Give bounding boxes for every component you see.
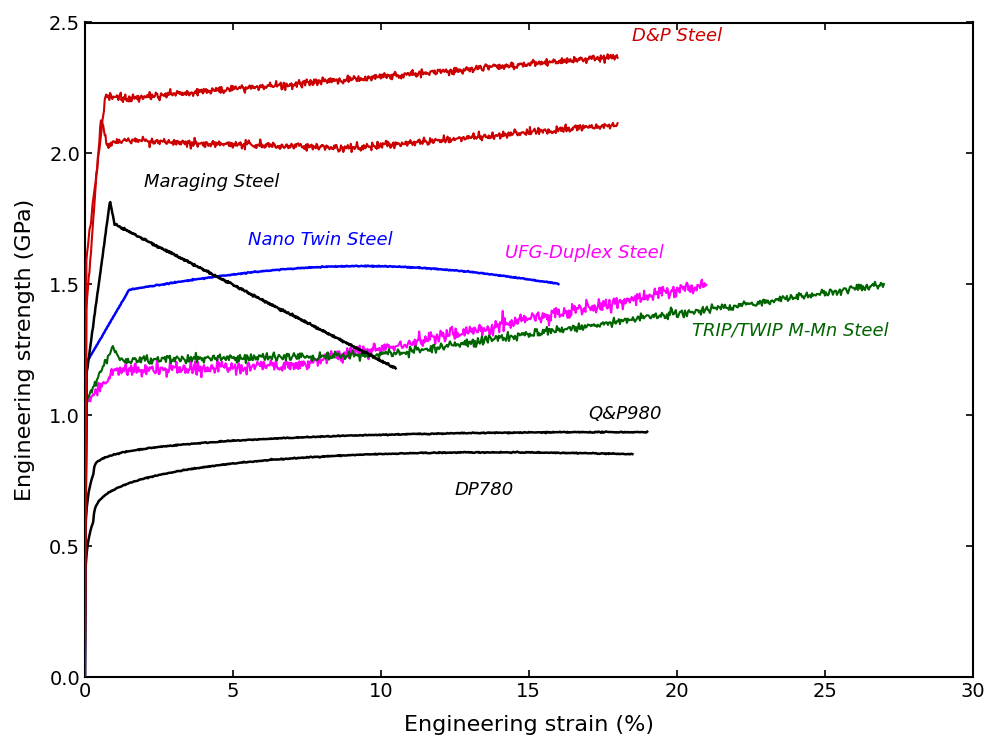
Text: Q&P980: Q&P980	[588, 405, 661, 423]
Text: Nano Twin Steel: Nano Twin Steel	[248, 231, 392, 249]
Text: DP780: DP780	[455, 482, 514, 500]
Text: TRIP/TWIP M-Mn Steel: TRIP/TWIP M-Mn Steel	[692, 322, 888, 340]
Y-axis label: Engineering strength (GPa): Engineering strength (GPa)	[15, 199, 35, 501]
Text: D&P Steel: D&P Steel	[632, 27, 722, 45]
Text: UFG-Duplex Steel: UFG-Duplex Steel	[505, 244, 664, 262]
Text: Maraging Steel: Maraging Steel	[144, 173, 279, 191]
X-axis label: Engineering strain (%): Engineering strain (%)	[404, 715, 654, 735]
